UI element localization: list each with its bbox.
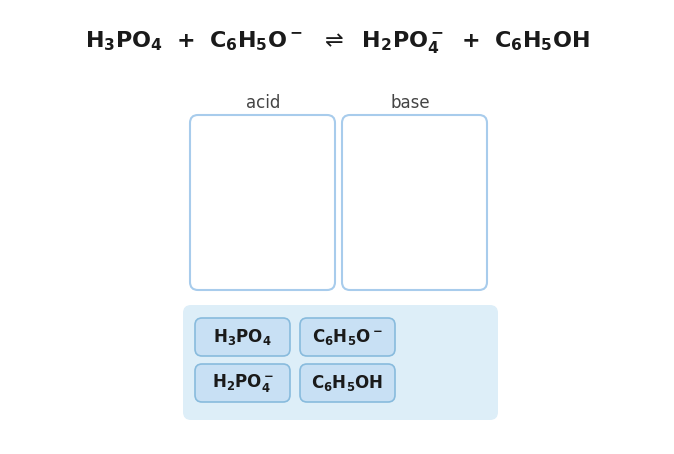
Text: acid: acid (246, 94, 280, 112)
Text: base: base (390, 94, 430, 112)
Text: $\mathbf{H_3PO_4}$  $\mathbf{+}$  $\mathbf{C_6H_5O^-}$  $\rightleftharpoons$  $\: $\mathbf{H_3PO_4}$ $\mathbf{+}$ $\mathbf… (85, 29, 589, 55)
Text: $\mathbf{C_6H_5O^-}$: $\mathbf{C_6H_5O^-}$ (312, 327, 383, 347)
Text: $\mathbf{H_2PO_4^-}$: $\mathbf{H_2PO_4^-}$ (212, 372, 274, 394)
Text: $\mathbf{C_6H_5OH}$: $\mathbf{C_6H_5OH}$ (311, 373, 384, 393)
FancyBboxPatch shape (342, 115, 487, 290)
FancyBboxPatch shape (190, 115, 335, 290)
Text: $\mathbf{H_3PO_4}$: $\mathbf{H_3PO_4}$ (213, 327, 272, 347)
FancyBboxPatch shape (300, 318, 395, 356)
FancyBboxPatch shape (195, 364, 290, 402)
FancyBboxPatch shape (195, 318, 290, 356)
FancyBboxPatch shape (300, 364, 395, 402)
FancyBboxPatch shape (183, 305, 498, 420)
